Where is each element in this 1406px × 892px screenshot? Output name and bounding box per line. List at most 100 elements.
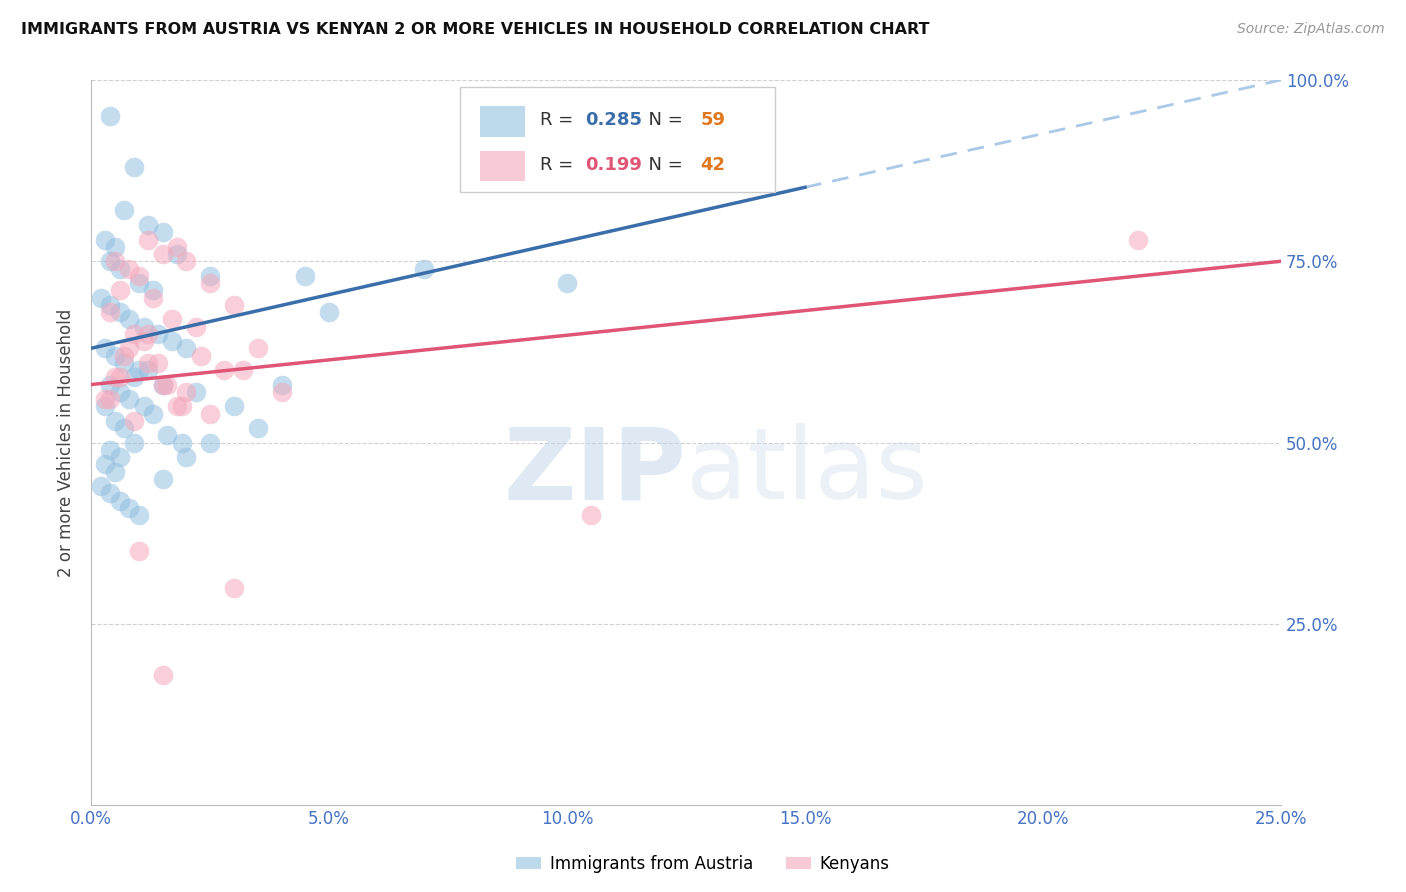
Point [104,349,127,363]
Point [128,363,150,377]
Point [118,392,141,406]
Point [108,261,131,276]
Point [184,319,207,334]
Point [118,312,141,326]
Point [98,442,121,457]
Point [94,399,117,413]
Point [222,399,245,413]
Y-axis label: 2 or more Vehicles in Household: 2 or more Vehicles in Household [58,309,75,576]
Text: R =: R = [540,156,579,174]
Point [118,261,141,276]
Text: N =: N = [637,156,689,174]
Point [90,479,112,493]
FancyBboxPatch shape [481,106,526,136]
Point [198,435,221,450]
Point [413,261,436,276]
Point [1128,232,1150,246]
Point [160,312,183,326]
Text: 0.285: 0.285 [585,111,643,128]
Point [104,240,127,254]
Point [122,370,145,384]
Point [104,465,127,479]
Point [136,363,159,377]
Point [146,356,169,370]
Point [136,326,159,341]
Point [156,377,179,392]
Point [160,334,183,348]
Point [166,240,188,254]
Point [136,218,159,232]
Point [190,349,212,363]
Point [94,232,117,246]
Point [122,435,145,450]
Point [128,544,150,558]
Point [132,319,155,334]
Point [132,399,155,413]
Point [94,341,117,355]
Point [114,203,136,218]
Point [122,326,145,341]
Point [176,254,198,268]
Point [198,276,221,290]
Point [152,225,174,239]
Text: 42: 42 [700,156,725,174]
Point [98,305,121,319]
Point [108,283,131,297]
Point [114,349,136,363]
Point [122,160,145,174]
Point [152,667,174,681]
Point [555,276,578,290]
FancyBboxPatch shape [460,87,775,193]
Point [152,472,174,486]
Text: atlas: atlas [686,423,928,520]
Point [114,421,136,435]
Point [104,370,127,384]
Point [232,363,254,377]
Point [114,356,136,370]
Point [214,363,236,377]
Text: Source: ZipAtlas.com: Source: ZipAtlas.com [1237,22,1385,37]
Point [108,384,131,399]
Point [98,392,121,406]
Point [108,305,131,319]
Point [152,377,174,392]
Point [170,399,193,413]
Point [132,334,155,348]
Point [136,232,159,246]
Point [170,435,193,450]
Point [176,450,198,464]
Point [94,457,117,471]
Point [166,399,188,413]
FancyBboxPatch shape [481,151,526,181]
Point [108,493,131,508]
Point [176,341,198,355]
Point [222,581,245,595]
Point [184,384,207,399]
Point [98,486,121,500]
Point [128,268,150,283]
Point [318,305,340,319]
Point [198,268,221,283]
Point [90,291,112,305]
Point [142,407,165,421]
Point [128,276,150,290]
Point [98,254,121,268]
Point [98,377,121,392]
Point [108,370,131,384]
Point [579,508,602,522]
Point [104,414,127,428]
Point [270,377,292,392]
Point [122,414,145,428]
Point [142,291,165,305]
Text: R =: R = [540,111,579,128]
Point [142,283,165,297]
Point [294,268,316,283]
Point [156,428,179,442]
Point [152,377,174,392]
Text: N =: N = [637,111,689,128]
Point [176,384,198,399]
Text: IMMIGRANTS FROM AUSTRIA VS KENYAN 2 OR MORE VEHICLES IN HOUSEHOLD CORRELATION CH: IMMIGRANTS FROM AUSTRIA VS KENYAN 2 OR M… [21,22,929,37]
Point [94,392,117,406]
Text: 0.199: 0.199 [585,156,641,174]
Point [104,254,127,268]
